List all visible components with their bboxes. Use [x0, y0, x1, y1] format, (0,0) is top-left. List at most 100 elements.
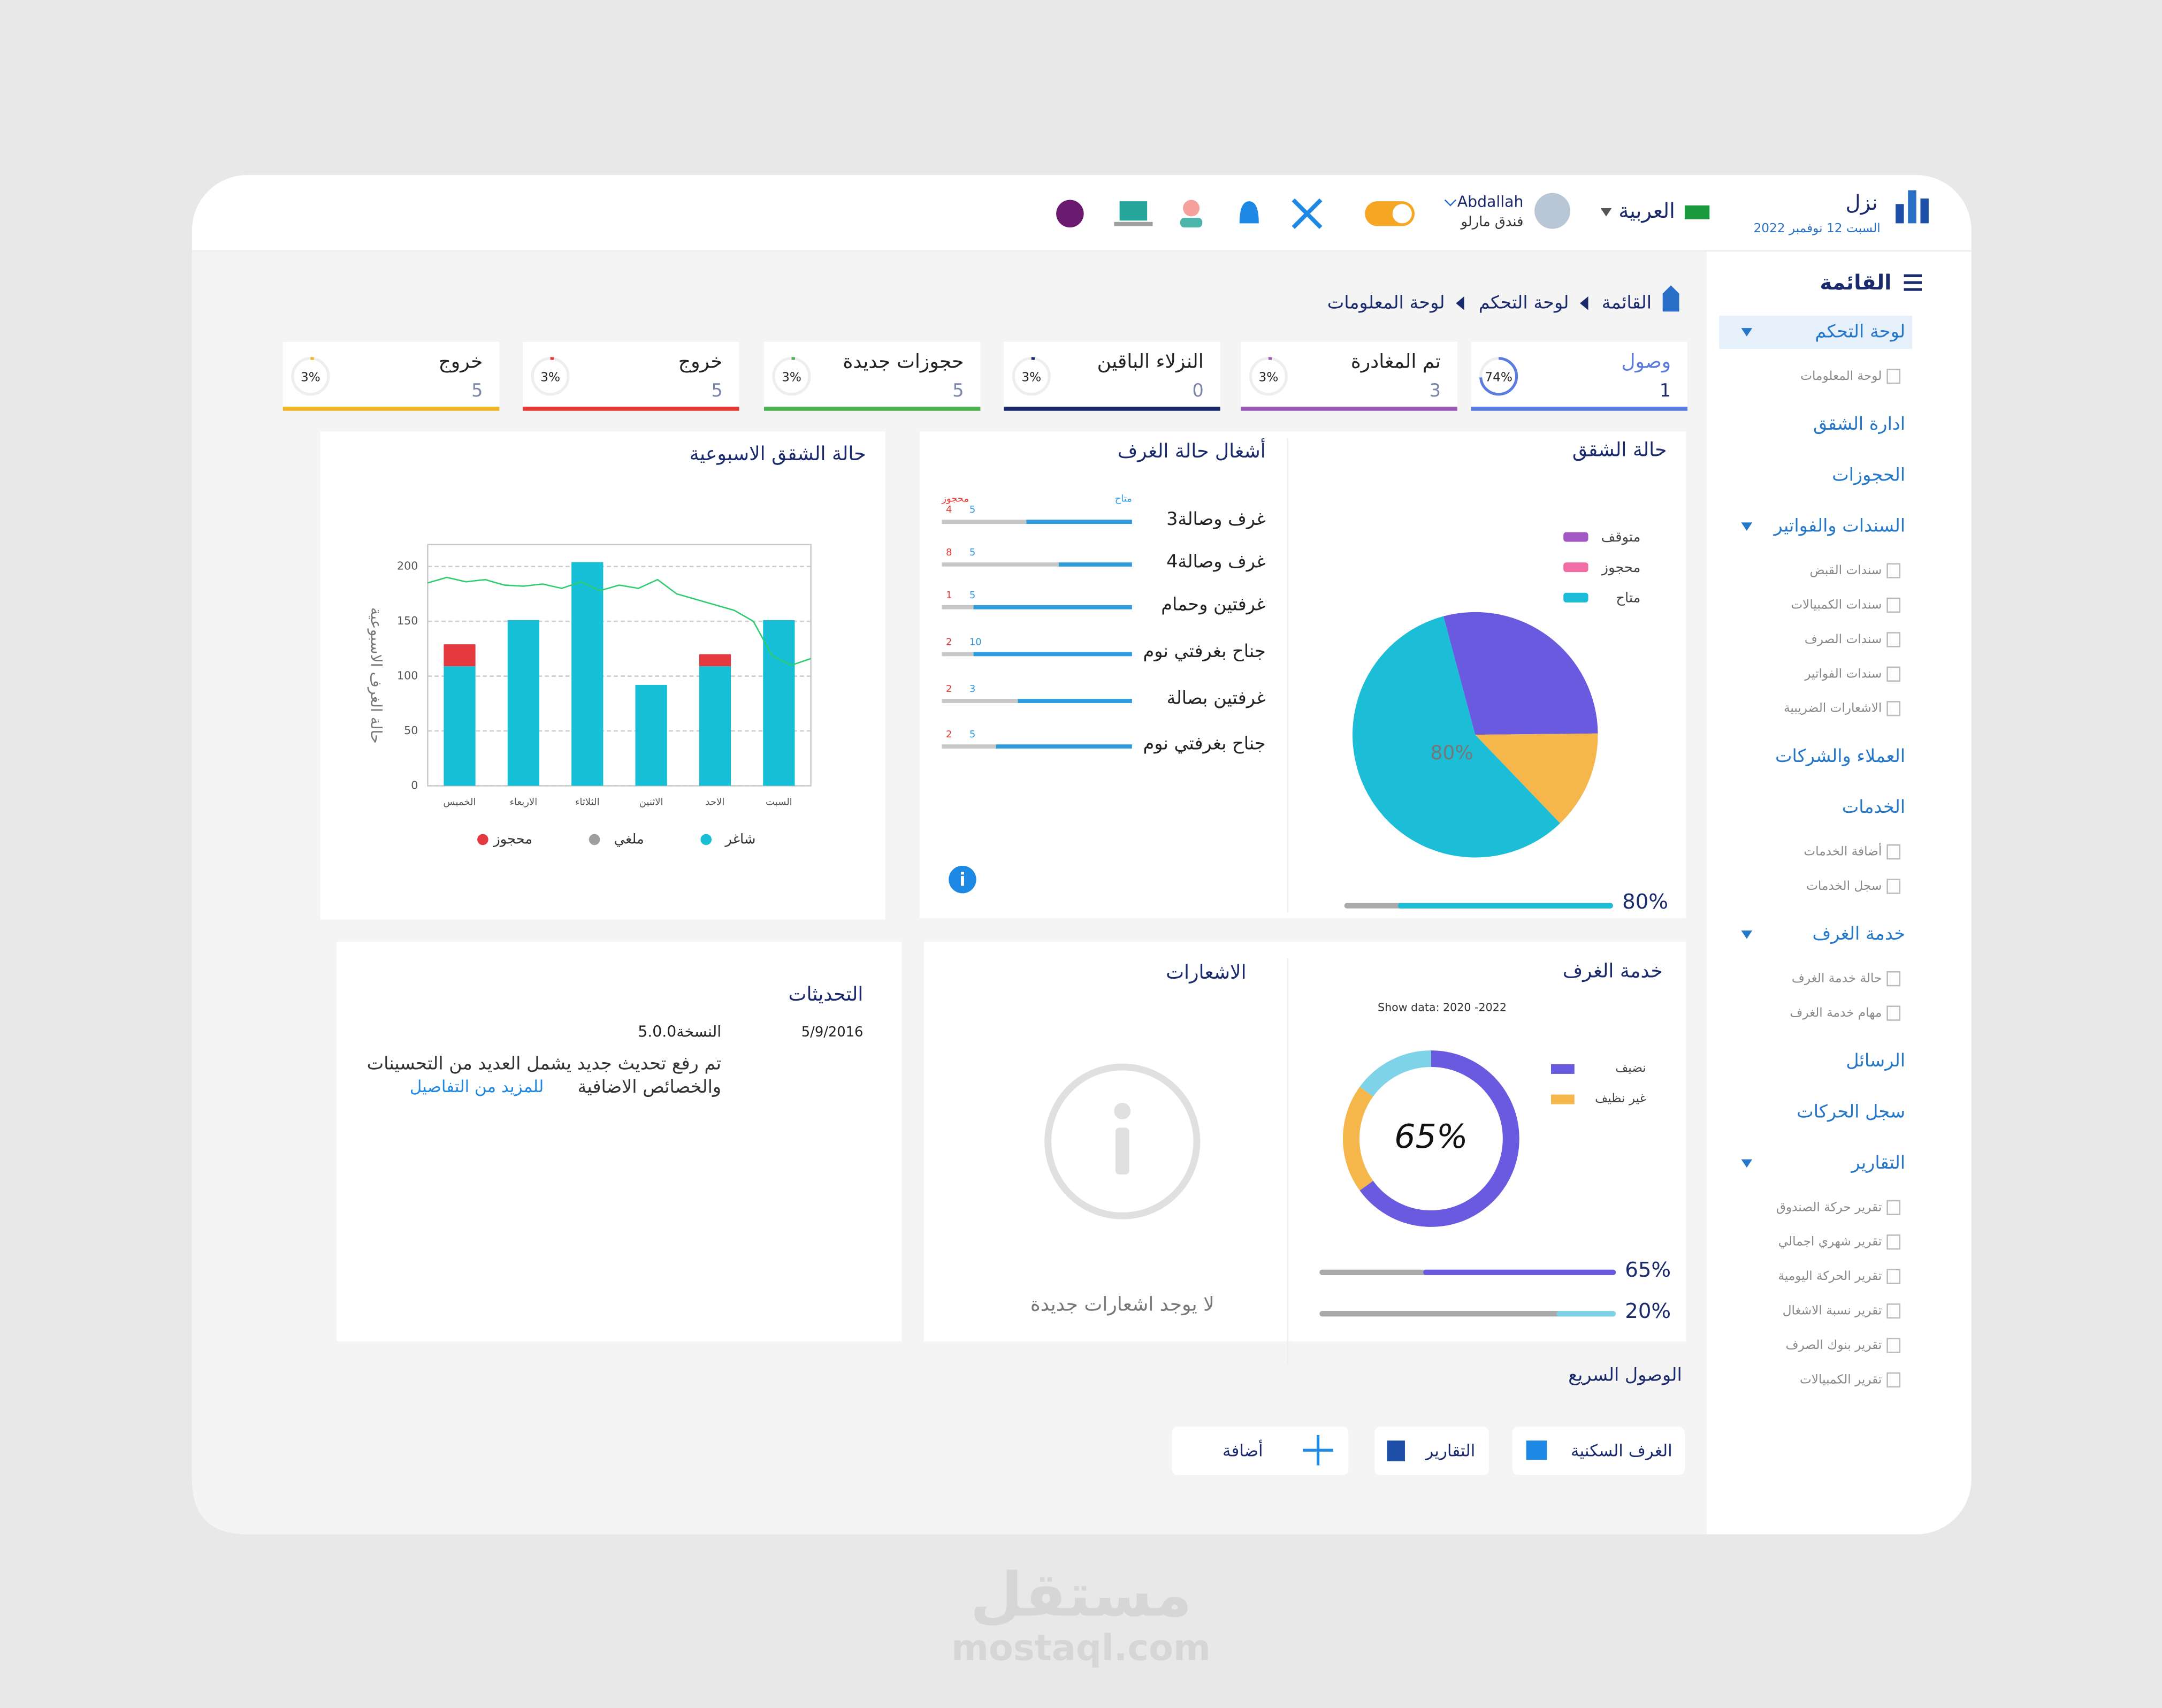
menu-icon [1886, 1372, 1901, 1388]
stat-card-border [523, 407, 739, 411]
stat-percent: 3% [1021, 370, 1041, 384]
occupancy-bar [1026, 520, 1132, 524]
legend-swatch [1563, 532, 1588, 542]
update-text: تم رفع تحديث جديد يشمل العديد من التحسين… [367, 1053, 721, 1074]
progress-bar [1556, 1311, 1616, 1317]
quick-button-label[interactable]: أضافة [1223, 1439, 1263, 1460]
submenu-item[interactable]: تقرير الكمبيالات [1800, 1372, 1882, 1386]
submenu-item[interactable]: تقرير الحركة اليومية [1778, 1269, 1882, 1283]
tools-icon[interactable] [1292, 198, 1323, 229]
profile-icon[interactable] [1183, 200, 1200, 217]
quick-button[interactable] [1172, 1427, 1349, 1475]
menu-item[interactable]: ادارة الشقق [1813, 413, 1905, 434]
progress-label: 20% [1625, 1299, 1671, 1323]
update-text: والخصائص الاضافية [577, 1076, 721, 1097]
stat-label: وصول [1621, 350, 1671, 373]
stat-card-border [1471, 407, 1688, 411]
available-count: 5 [969, 590, 975, 601]
menu-item[interactable]: لوحة التحكم [1815, 321, 1905, 341]
menu-item[interactable]: خدمة الغرف [1812, 923, 1905, 944]
menu-item[interactable]: التقارير [1850, 1152, 1905, 1173]
donut-segment [1359, 1050, 1519, 1227]
user-caret[interactable] [1444, 199, 1457, 207]
stat-card[interactable] [763, 341, 981, 410]
submenu-item[interactable]: أضافة الخدمات [1804, 843, 1882, 859]
submenu-item[interactable]: تقرير شهري اجمالي [1778, 1234, 1882, 1249]
plot-frame [427, 544, 812, 787]
language-caret[interactable] [1600, 208, 1612, 217]
menu-caret[interactable] [1741, 522, 1753, 531]
pie-label: 80% [1430, 742, 1473, 764]
bar [635, 684, 667, 786]
submenu-item[interactable]: مهام خدمة الغرف [1790, 1005, 1882, 1020]
breadcrumb-item[interactable]: القائمة [1602, 292, 1652, 312]
occupancy-bar [973, 605, 1132, 609]
submenu-item[interactable]: سندات القبض [1810, 563, 1882, 577]
quick-button-label[interactable]: الغرف السكنية [1571, 1441, 1672, 1460]
home-icon[interactable] [1662, 285, 1679, 312]
occupancy-track [942, 605, 974, 609]
panel [923, 941, 1686, 1341]
legend-dot [700, 834, 712, 845]
submenu-item[interactable]: تقرير بنوك الصرف [1785, 1338, 1882, 1352]
submenu-item[interactable]: سندات الفواتير [1804, 666, 1882, 681]
occupancy-bar [1018, 699, 1132, 703]
menu-caret[interactable] [1741, 1159, 1753, 1168]
legend-dot [589, 834, 600, 845]
stat-card[interactable] [1241, 341, 1457, 410]
brand: نزل [1845, 191, 1877, 215]
x-tick-label: الاحد [706, 796, 725, 807]
submenu-item[interactable]: تقرير حركة الصندوق [1776, 1200, 1882, 1214]
stat-card-border [1004, 407, 1220, 411]
submenu-item[interactable]: تقرير نسبة الاشغال [1783, 1303, 1882, 1318]
quick-button[interactable] [1374, 1427, 1489, 1475]
menu-icon [1886, 1338, 1901, 1353]
menu-item[interactable]: الحجوزات [1832, 464, 1905, 485]
submenu-item[interactable]: سندات الصرف [1805, 632, 1882, 646]
menu-caret[interactable] [1741, 930, 1753, 939]
booked-count: 4 [946, 504, 952, 515]
laptop-icon[interactable] [1119, 201, 1148, 221]
menu-item[interactable]: العملاء والشركات [1775, 745, 1905, 766]
update-link[interactable]: للمزيد من التفاصيل [410, 1077, 544, 1096]
legend-swatch [1563, 592, 1588, 603]
stat-card[interactable] [1004, 341, 1220, 410]
x-tick-label: الاثنين [639, 796, 663, 807]
submenu-item[interactable]: سندات الكمبيالات [1791, 597, 1882, 612]
breadcrumb-item[interactable]: لوحة التحكم [1479, 292, 1569, 312]
progress-bar [1398, 903, 1613, 909]
avatar[interactable] [1534, 193, 1571, 229]
room-type: 4غرف وصالة [1166, 551, 1266, 572]
menu-caret[interactable] [1741, 328, 1753, 337]
panel [337, 941, 902, 1341]
menu-item[interactable]: السندات والفواتير [1773, 515, 1905, 536]
profile-icon-body [1180, 218, 1203, 228]
stat-card[interactable] [523, 341, 739, 410]
stat-card[interactable] [282, 341, 500, 410]
stat-card[interactable] [1471, 341, 1688, 410]
quick-button-label[interactable]: التقارير [1424, 1441, 1475, 1460]
submenu-item[interactable]: لوحة المعلومات [1800, 369, 1882, 383]
info-icon[interactable] [949, 865, 976, 894]
submenu-item[interactable]: سجل الخدمات [1806, 879, 1882, 893]
y-tick-label: 150 [397, 614, 418, 627]
language[interactable]: العربية [1618, 199, 1675, 223]
app-icon[interactable] [1056, 200, 1084, 228]
stat-label: خروج [678, 350, 723, 373]
menu-item[interactable]: الرسائل [1846, 1050, 1905, 1071]
bell-icon[interactable] [1239, 201, 1259, 224]
watermark: mostaql.com [951, 1627, 1211, 1668]
quick-button[interactable] [1512, 1427, 1685, 1475]
menu-icon [1886, 879, 1901, 894]
stat-value: 5 [471, 380, 483, 401]
room-type: 3غرف وصالة [1166, 508, 1266, 529]
menu-item[interactable]: الخدمات [1842, 796, 1905, 817]
submenu-item[interactable]: الاشعارات الضريبية [1784, 701, 1882, 715]
legend-label: متوقف [1601, 529, 1641, 545]
submenu-item[interactable]: حالة خدمة الغرف [1792, 971, 1882, 986]
menu-item[interactable]: سجل الحركات [1797, 1101, 1905, 1122]
column-header: محجوز [941, 493, 969, 505]
menu-icon[interactable] [1904, 274, 1922, 291]
